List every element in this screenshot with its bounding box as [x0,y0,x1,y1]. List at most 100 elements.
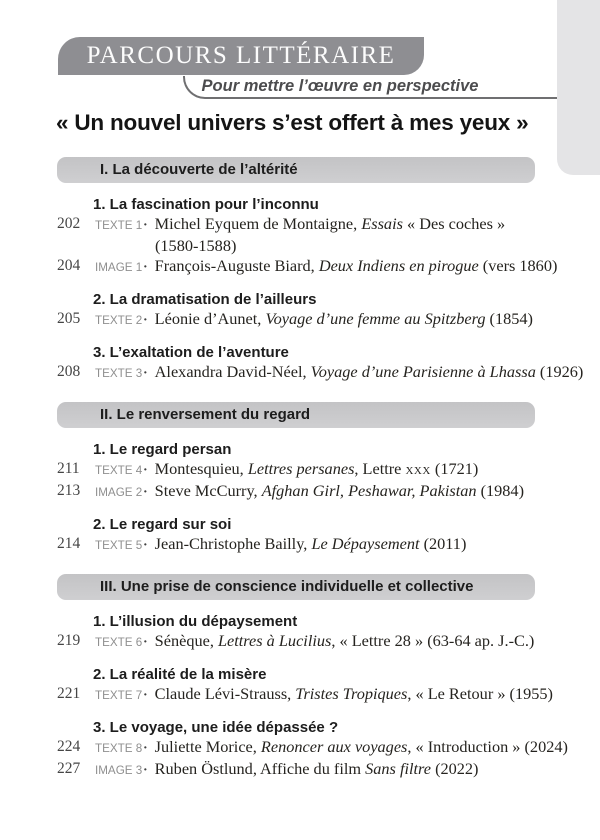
entry-text-line: TEXTE 6· Sénèque, Lettres à Lucilius, « L… [95,631,535,653]
toc-group: 2. Le regard sur soi 214 TEXTE 5· Jean-Chri… [57,515,535,556]
group-heading: 3. Le voyage, une idée dépassée ? [93,719,339,736]
entry-body: IMAGE 2· Steve McCurry, Afghan Girl, Pesh… [95,481,535,503]
entry-body: IMAGE 1· François-Auguste Biard, Deux Ind… [95,256,557,278]
entry-text: Ruben Östlund, Affiche du film [154,759,366,778]
toc-section: III. Une prise de conscience individuell… [57,574,568,781]
entry-label: TEXTE 1 [95,218,143,232]
separator-dot: · [143,741,148,756]
separator-dot: · [143,463,148,478]
toc-entry: 213 IMAGE 2· Steve McCurry, Afghan Girl, P… [57,481,535,503]
toc-entry: 204 IMAGE 1· François-Auguste Biard, Deux … [57,256,557,278]
entry-text: (1580-1588) [155,236,237,255]
entry-text-line: TEXTE 4· Montesquieu, Lettres persanes, L… [95,459,535,481]
entry-text: Alexandra David-Néel, [154,362,311,381]
entry-body: TEXTE 6· Sénèque, Lettres à Lucilius, « L… [95,631,535,653]
entry-text-line: TEXTE 2· Léonie d’Aunet, Voyage d’une fem… [95,309,535,331]
entry-text: , « Le Retour » (1955) [407,684,553,703]
toc-section: II. Le renversement du regard 1. Le regar… [57,402,535,556]
entry-label: TEXTE 4 [95,463,143,477]
group-heading: 3. L’exaltation de l’aventure [93,344,289,361]
page-number: 202 [57,215,81,232]
section-bar: II. Le renversement du regard [57,402,535,428]
entry-text: Juliette Morice, [154,737,261,756]
entry-text: (vers 1860) [478,256,558,275]
entry-label: IMAGE 1 [95,260,143,274]
entry-body: TEXTE 5· Jean-Christophe Bailly, Le Dépay… [95,534,535,556]
page-number: 208 [57,363,81,380]
entry-body: IMAGE 3· Ruben Östlund, Affiche du film S… [95,759,535,781]
entry-text-line: TEXTE 1· Michel Eyquem de Montaigne, Essa… [95,214,535,236]
toc-section: I. La découverte de l’altérité 1. La fasc… [57,157,583,384]
parcours-banner: PARCOURS LITTÉRAIRE [58,37,424,75]
section-bar: I. La découverte de l’altérité [57,157,535,183]
entry-text: François-Auguste Biard, [154,256,319,275]
toc-entry: 227 IMAGE 3· Ruben Östlund, Affiche du fil… [57,759,535,781]
entry-text-line: (1580-1588) [155,236,535,256]
entry-label: TEXTE 3 [95,366,143,380]
toc-group: 1. L’illusion du dépaysement 219 TEXTE 6· S… [57,612,535,653]
toc-group: 3. Le voyage, une idée dépassée ? 224 TEXT… [57,718,568,781]
toc-group: 3. L’exaltation de l’aventure 208 TEXTE 3·… [57,343,583,384]
entry-text: Claude Lévi-Strauss, [154,684,296,703]
entry-text: Lettres à Lucilius [217,631,332,650]
page-number: 224 [57,738,81,755]
entry-label: TEXTE 6 [95,635,143,649]
entry-body: TEXTE 1· Michel Eyquem de Montaigne, Essa… [95,214,535,256]
group-heading: 2. La dramatisation de l’ailleurs [93,291,317,308]
separator-dot: · [143,688,148,703]
entry-text-line: IMAGE 1· François-Auguste Biard, Deux Ind… [95,256,557,278]
entry-text: Jean-Christophe Bailly, [154,534,312,553]
page-number: 227 [57,760,81,777]
subtitle: Pour mettre l’œuvre en perspective [201,77,479,95]
entry-text: , « Introduction » (2024) [407,737,568,756]
entry-text: Voyage d’une femme au Spitzberg [265,309,486,328]
page-title: « Un nouvel univers s’est offert à mes y… [56,110,529,135]
page-number: 211 [57,460,80,477]
toc-group: 1. La fascination pour l’inconnu 202 TEXTE… [57,195,557,278]
page-number: 213 [57,482,81,499]
entry-text: Renoncer aux voyages [260,737,408,756]
entry-text: « Des coches » [402,214,506,233]
toc-entry: 208 TEXTE 3· Alexandra David-Néel, Voyage … [57,362,583,384]
separator-dot: · [143,313,148,328]
entry-text-line: TEXTE 3· Alexandra David-Néel, Voyage d’u… [95,362,583,384]
entry-text: Montesquieu, [154,459,248,478]
entry-text: Lettres persanes [247,459,355,478]
toc: I. La découverte de l’altérité 1. La fasc… [57,157,583,781]
entry-text-line: IMAGE 2· Steve McCurry, Afghan Girl, Pesh… [95,481,535,503]
entry-text: Tristes Tropiques [295,684,408,703]
separator-dot: · [143,763,148,778]
entry-text: Le Dépaysement [311,534,420,553]
group-heading: 2. Le regard sur soi [93,516,232,533]
group-heading: 2. La réalité de la misère [93,666,267,683]
entry-text: (2022) [431,759,479,778]
entry-text: Michel Eyquem de Montaigne, [154,214,362,233]
separator-dot: · [143,635,148,650]
entry-text: (1854) [485,309,533,328]
entry-text-line: TEXTE 5· Jean-Christophe Bailly, Le Dépay… [95,534,535,556]
entry-label: TEXTE 7 [95,688,143,702]
entry-text: , « Lettre 28 » (63-64 ap. J.-C.) [331,631,535,650]
entry-body: TEXTE 2· Léonie d’Aunet, Voyage d’une fem… [95,309,535,331]
separator-dot: · [143,485,148,500]
page-number: 221 [57,685,81,702]
entry-text-line: TEXTE 8· Juliette Morice, Renoncer aux vo… [95,737,568,759]
entry-text: (1984) [476,481,524,500]
toc-entry: 214 TEXTE 5· Jean-Christophe Bailly, Le Dé… [57,534,535,556]
section-bar: III. Une prise de conscience individuell… [57,574,535,600]
entry-body: TEXTE 4· Montesquieu, Lettres persanes, L… [95,459,535,481]
toc-entry: 205 TEXTE 2· Léonie d’Aunet, Voyage d’une … [57,309,535,331]
entry-body: TEXTE 8· Juliette Morice, Renoncer aux vo… [95,737,568,759]
separator-dot: · [143,538,148,553]
entry-body: TEXTE 7· Claude Lévi-Strauss, Tristes Tro… [95,684,553,706]
toc-entry: 202 TEXTE 1· Michel Eyquem de Montaigne, E… [57,214,535,256]
entry-label: TEXTE 8 [95,741,143,755]
entry-text: Sénèque, [154,631,218,650]
entry-label: IMAGE 3 [95,763,143,777]
entry-body: TEXTE 3· Alexandra David-Néel, Voyage d’u… [95,362,583,384]
toc-entry: 219 TEXTE 6· Sénèque, Lettres à Lucilius, … [57,631,535,653]
separator-dot: · [143,366,148,381]
entry-text-line: IMAGE 3· Ruben Östlund, Affiche du film S… [95,759,535,781]
entry-label: TEXTE 2 [95,313,143,327]
